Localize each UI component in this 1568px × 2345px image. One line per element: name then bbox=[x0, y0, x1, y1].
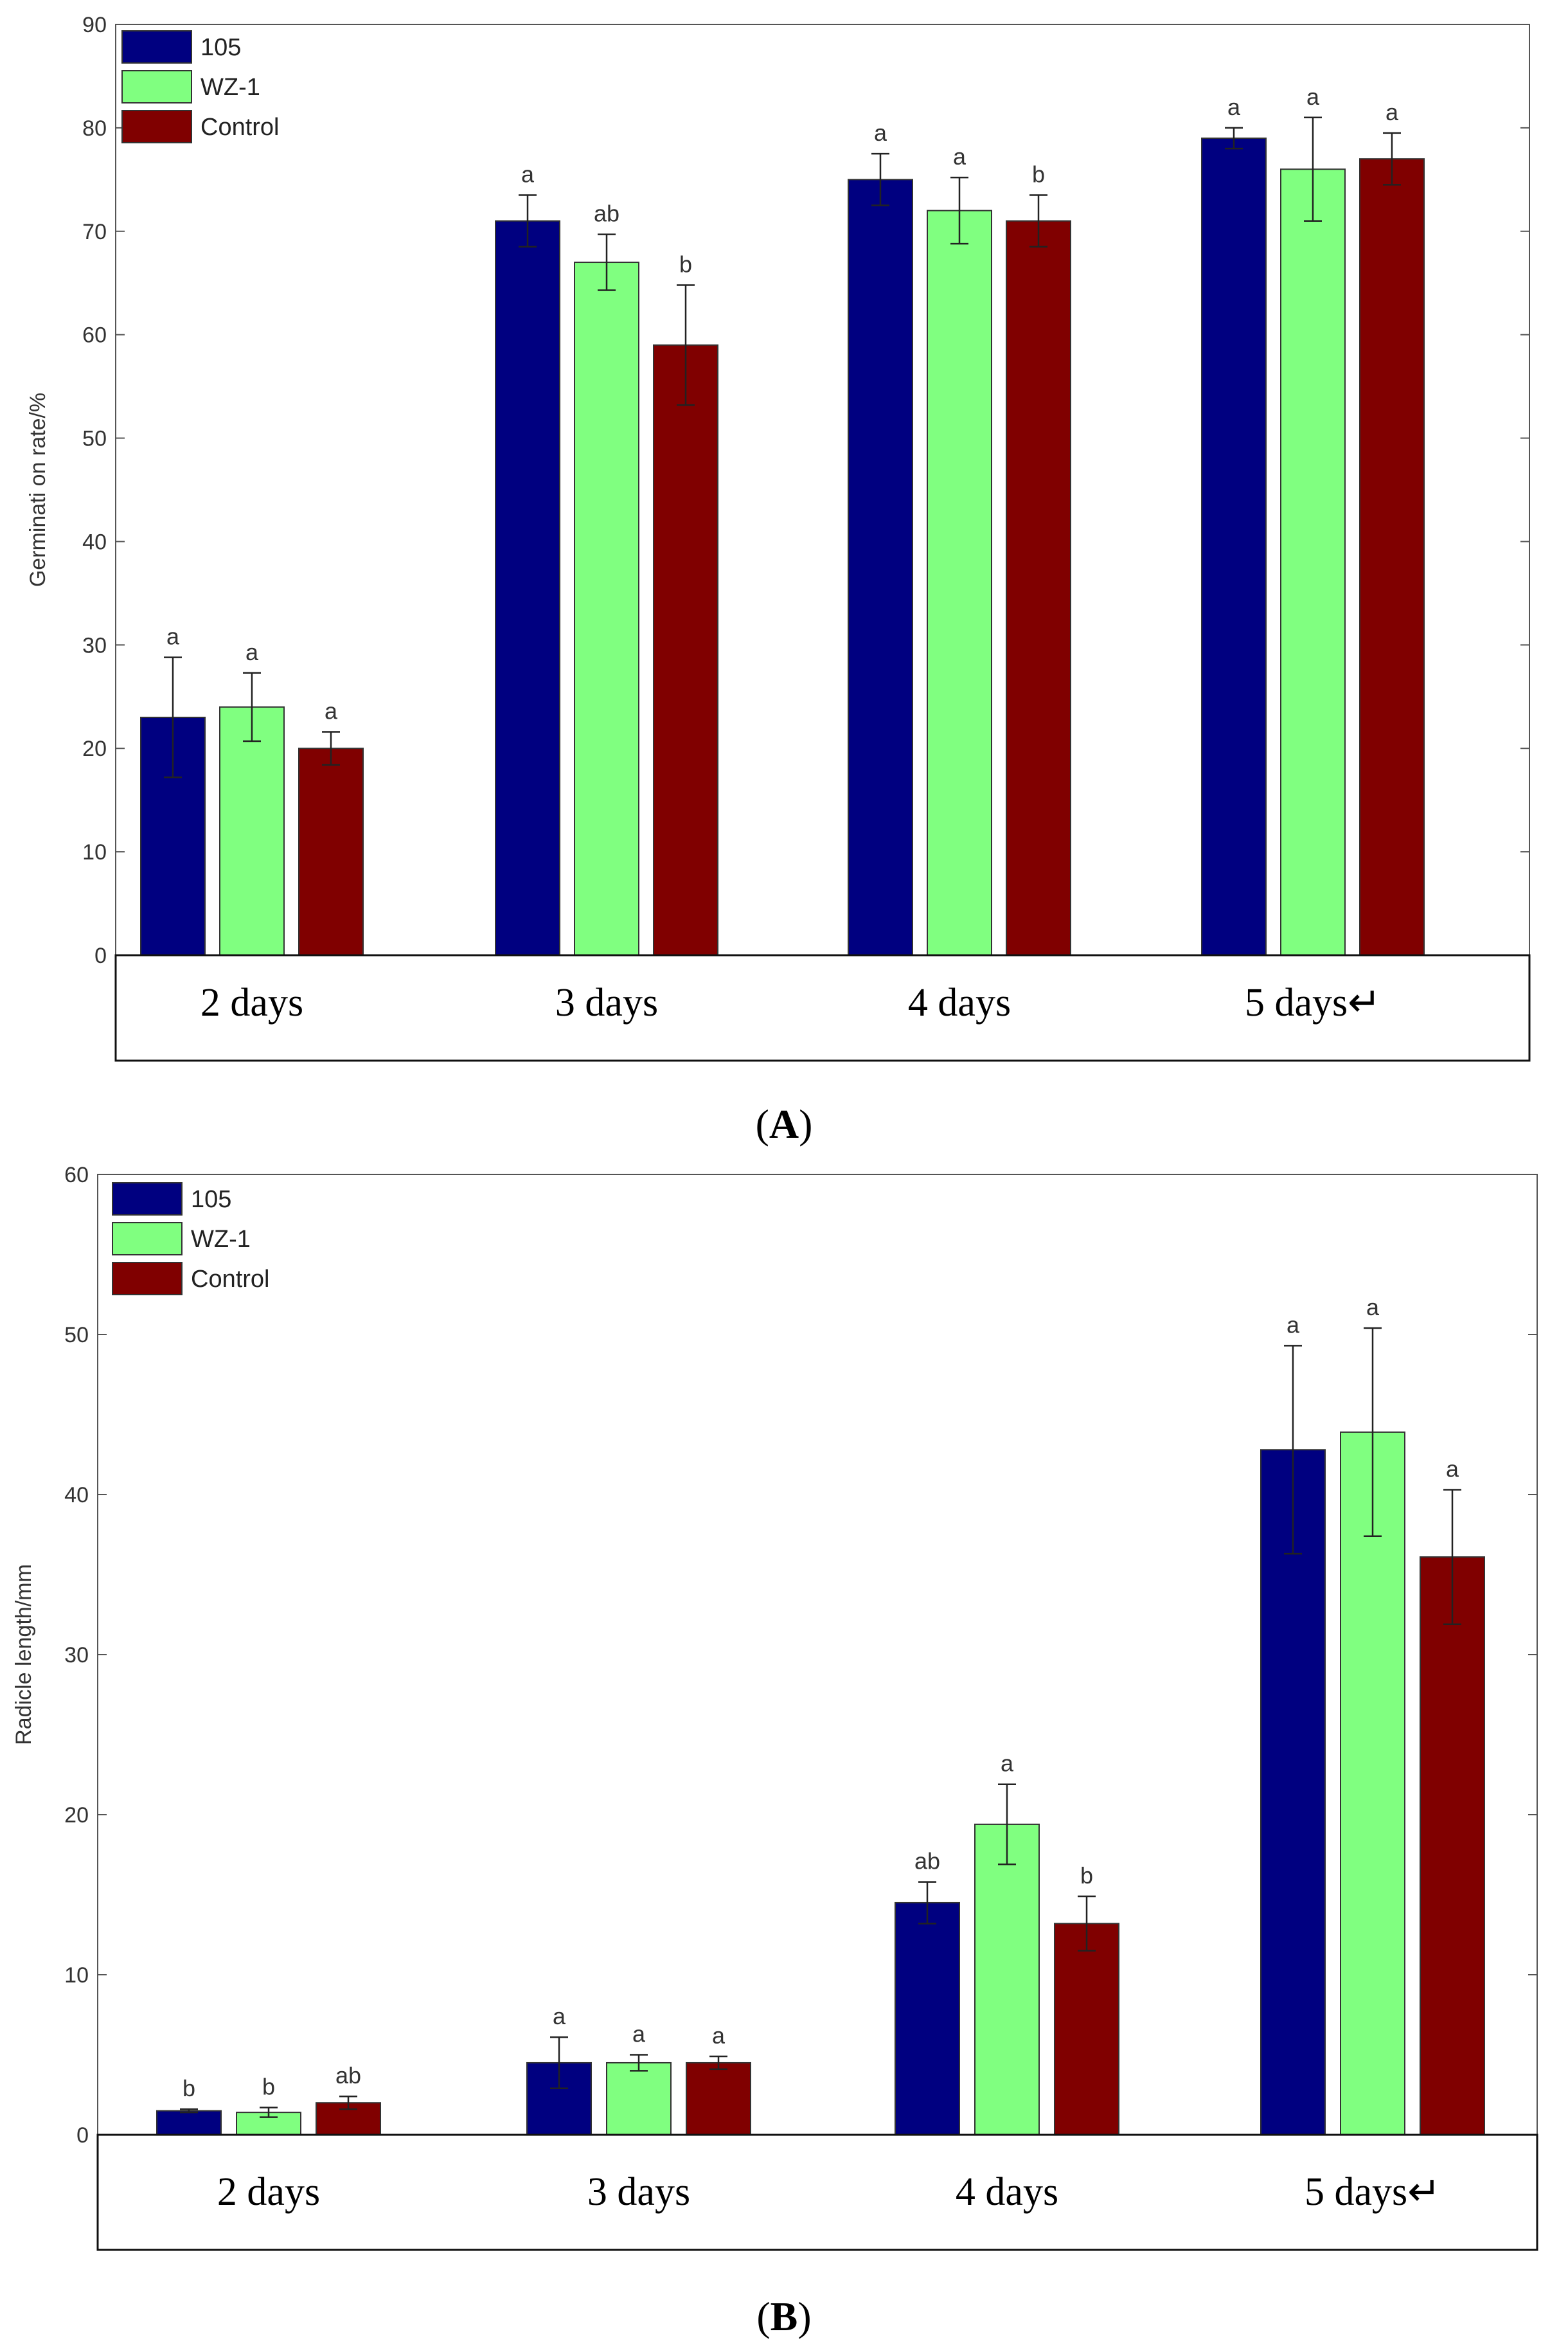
significance-letter: ab bbox=[914, 1848, 940, 1874]
legend: 105 WZ-1 Control bbox=[121, 30, 280, 143]
y-tick-label: 60 bbox=[64, 1163, 89, 1187]
y-tick-label: 90 bbox=[82, 13, 107, 37]
y-tick-label: 60 bbox=[82, 323, 107, 348]
y-tick-label: 40 bbox=[82, 530, 107, 554]
legend-swatch bbox=[121, 70, 192, 103]
bar bbox=[574, 262, 639, 956]
significance-letter: b bbox=[1032, 161, 1045, 187]
category-label: 5 days↵ bbox=[1305, 2170, 1441, 2214]
panel-label: (B) bbox=[756, 2294, 811, 2339]
bar bbox=[298, 748, 364, 956]
legend-swatch bbox=[112, 1262, 183, 1295]
bar bbox=[1006, 220, 1071, 957]
bar bbox=[156, 2110, 222, 2135]
significance-letter: a bbox=[166, 624, 180, 650]
significance-letter: a bbox=[1287, 1311, 1300, 1338]
significance-letter: a bbox=[1446, 1456, 1459, 1482]
bar bbox=[1260, 1449, 1326, 2135]
bar bbox=[1280, 168, 1346, 957]
bar bbox=[895, 1901, 960, 2135]
y-tick-label: 70 bbox=[82, 220, 107, 244]
significance-letter: b bbox=[262, 2074, 275, 2100]
category-label: 3 days bbox=[587, 2170, 690, 2214]
bar bbox=[219, 706, 285, 957]
bar bbox=[606, 2062, 672, 2135]
bar bbox=[1054, 1923, 1119, 2136]
y-tick-label: 20 bbox=[64, 1803, 89, 1828]
category-box bbox=[114, 954, 1531, 1062]
bar bbox=[495, 220, 560, 957]
bar bbox=[927, 210, 992, 957]
significance-letter: a bbox=[1227, 94, 1241, 120]
legend-label: WZ-1 bbox=[191, 1226, 251, 1253]
chart-a: 0 10 20 30 40 50 60 70 80 90 Germinati on rate/% a a… bbox=[26, 13, 1531, 1147]
y-tick-label: 0 bbox=[76, 2123, 89, 2148]
legend-swatch bbox=[121, 110, 192, 143]
significance-letter: ab bbox=[594, 201, 619, 227]
bar bbox=[1340, 1431, 1405, 2135]
panel-label: (A) bbox=[756, 1101, 813, 1147]
significance-letter: a bbox=[521, 161, 535, 187]
significance-letter: a bbox=[245, 639, 259, 665]
bar bbox=[974, 1823, 1040, 2135]
y-axis-label: Radicle length/mm bbox=[12, 1564, 36, 1745]
legend-label: WZ-1 bbox=[200, 74, 260, 101]
significance-letter: b bbox=[183, 2075, 195, 2101]
significance-letter: b bbox=[679, 251, 692, 277]
y-tick-label: 0 bbox=[94, 944, 107, 968]
legend: 105 WZ-1 Control bbox=[112, 1182, 270, 1295]
bar bbox=[686, 2062, 751, 2135]
significance-letter: ab bbox=[335, 2062, 361, 2089]
y-tick-label: 10 bbox=[64, 1963, 89, 1988]
significance-letter: a bbox=[1366, 1294, 1380, 1320]
bar bbox=[1201, 137, 1267, 956]
legend-swatch bbox=[112, 1182, 183, 1216]
y-tick-label: 50 bbox=[64, 1323, 89, 1347]
category-label: 2 days bbox=[200, 981, 303, 1025]
legend-label: Control bbox=[200, 114, 280, 141]
category-label: 4 days bbox=[908, 981, 1011, 1025]
category-label: 2 days bbox=[217, 2170, 320, 2214]
significance-letter: a bbox=[325, 697, 338, 724]
legend-label: 105 bbox=[200, 34, 241, 61]
category-box bbox=[96, 2134, 1538, 2251]
y-tick-label: 10 bbox=[82, 840, 107, 865]
bar bbox=[1420, 1556, 1485, 2136]
significance-letter: a bbox=[632, 2021, 646, 2047]
y-tick-label: 50 bbox=[82, 427, 107, 451]
y-tick-label: 80 bbox=[82, 116, 107, 141]
category-label: 5 days↵ bbox=[1245, 981, 1381, 1025]
y-tick-label: 30 bbox=[82, 633, 107, 658]
legend-label: 105 bbox=[191, 1186, 231, 1213]
significance-letter: a bbox=[874, 120, 887, 146]
significance-letter: a bbox=[712, 2022, 726, 2049]
significance-letter: a bbox=[1385, 99, 1399, 125]
category-label: 3 days bbox=[555, 981, 658, 1025]
significance-letter: a bbox=[553, 2003, 566, 2029]
significance-letter: b bbox=[1080, 1862, 1093, 1889]
bar bbox=[653, 344, 718, 956]
significance-letter: a bbox=[1001, 1750, 1014, 1777]
legend-swatch bbox=[112, 1222, 183, 1255]
significance-letter: a bbox=[953, 143, 967, 170]
legend-swatch bbox=[121, 30, 192, 64]
significance-letter: a bbox=[1306, 84, 1320, 110]
bar bbox=[1359, 158, 1425, 957]
bar bbox=[848, 179, 913, 956]
y-tick-label: 40 bbox=[64, 1483, 89, 1507]
y-tick-label: 20 bbox=[82, 737, 107, 761]
y-axis-label: Germinati on rate/% bbox=[26, 393, 50, 587]
category-label: 4 days bbox=[956, 2170, 1058, 2214]
legend-label: Control bbox=[191, 1266, 270, 1293]
y-tick-label: 30 bbox=[64, 1643, 89, 1667]
